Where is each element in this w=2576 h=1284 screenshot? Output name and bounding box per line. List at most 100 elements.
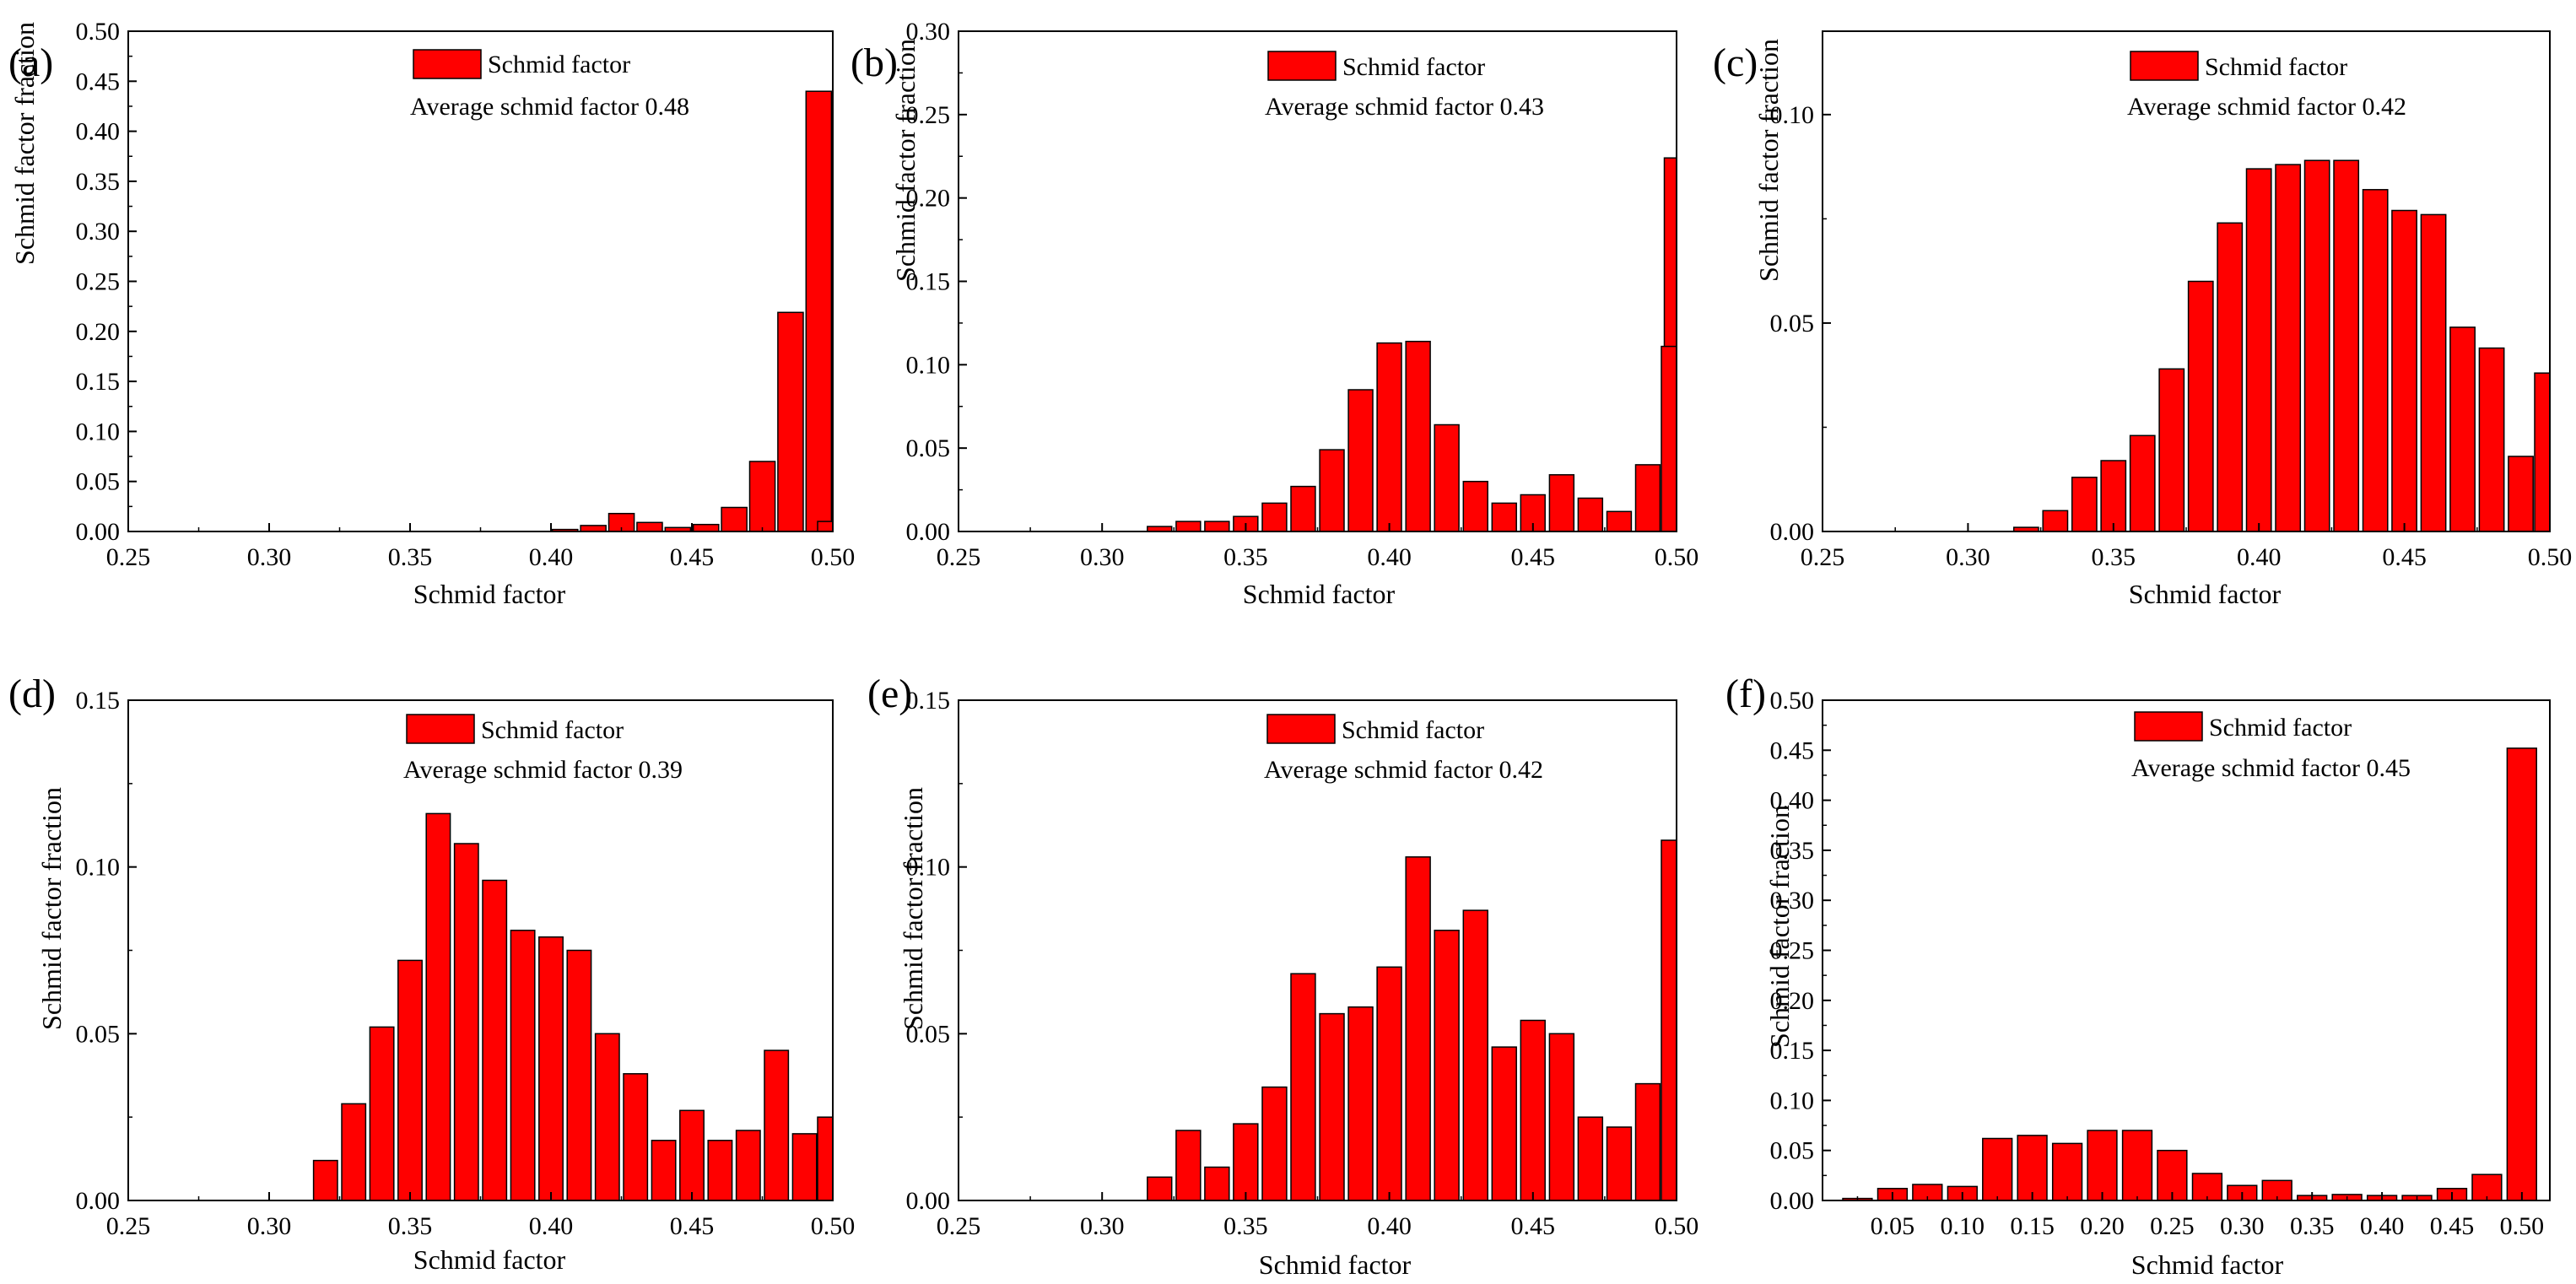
y-tick-label: 0.20	[1770, 987, 1815, 1015]
histogram-bar	[1319, 449, 1345, 532]
legend-swatch	[1266, 714, 1336, 744]
y-tick-label: 0.25	[76, 268, 121, 296]
y-tick-label: 0.05	[1770, 1137, 1815, 1165]
histogram-bar	[2333, 159, 2360, 532]
x-tick-label: 0.35	[388, 543, 433, 571]
panel-label: (f)	[1725, 672, 1766, 716]
x-tick-label: 0.35	[388, 1212, 433, 1240]
x-tick-label: 0.35	[1223, 543, 1268, 571]
axis-ticks: 0.05 0.10 0.15 0.20 0.25 0.30 0.35 0.40 0.45 0.50…	[1770, 687, 2545, 1240]
average-annotation: Average schmid factor 0.48	[410, 93, 689, 121]
y-tick-label: 0.05	[1770, 310, 1815, 337]
y-tick-label: 0.00	[906, 518, 951, 546]
average-annotation: Average schmid factor 0.42	[1264, 756, 1543, 784]
x-tick-label: 0.45	[1511, 543, 1556, 571]
histogram-bar	[2071, 477, 2098, 532]
y-tick-label: 0.00	[76, 1187, 121, 1215]
x-tick-label: 0.25	[106, 543, 151, 571]
histogram-bar	[748, 461, 776, 532]
axis-ticks: 0.25 0.30 0.35 0.40 0.45 0.50 0.00 0.05 0.10	[1770, 101, 2573, 571]
histogram-bar	[1982, 1137, 2013, 1201]
histogram-bar	[2191, 1173, 2223, 1201]
x-axis-label: Schmid factor	[2129, 579, 2282, 609]
y-tick-label: 0.30	[76, 218, 121, 245]
legend-label: Schmid factor	[481, 716, 624, 744]
histogram-bar	[1319, 1012, 1345, 1201]
average-annotation: Average schmid factor 0.39	[403, 756, 683, 784]
histogram-bar	[735, 1130, 761, 1201]
histogram-bar	[1376, 966, 1402, 1201]
x-tick-label: 0.45	[1511, 1212, 1556, 1240]
panel-label: (a)	[8, 40, 53, 85]
histogram-bar	[1376, 342, 1402, 532]
histogram-bar	[1577, 1116, 1604, 1201]
histogram-bar	[580, 525, 607, 532]
histogram-bar	[2158, 368, 2185, 532]
axis-ticks: 0.25 0.30 0.35 0.40 0.45 0.50 0.00 0.05 0.10 0.15	[906, 687, 1699, 1240]
bar-series	[1147, 839, 1677, 1201]
x-tick-label: 0.35	[2092, 543, 2136, 571]
chart-panel-c: (c) Schmid factor fraction Schmid factor…	[1713, 30, 2573, 609]
histogram-bar	[2042, 510, 2069, 532]
histogram-bar	[2391, 209, 2417, 532]
x-tick-label: 0.40	[1367, 1212, 1412, 1240]
histogram-bar	[1204, 521, 1230, 532]
histogram-bar	[1491, 1046, 1517, 1201]
histogram-bar	[817, 521, 834, 532]
x-tick-label: 0.30	[1080, 543, 1125, 571]
x-tick-label: 0.25	[106, 1212, 151, 1240]
histogram-bar	[1606, 1126, 1633, 1201]
y-tick-label: 0.10	[906, 854, 951, 882]
legend-label: Schmid factor	[1342, 53, 1485, 81]
histogram-bar	[482, 879, 508, 1201]
y-tick-label: 0.25	[906, 101, 951, 129]
histogram-bar	[1175, 1130, 1202, 1201]
histogram-bar	[1434, 930, 1460, 1201]
x-tick-label: 0.50	[811, 543, 856, 571]
histogram-bar	[1290, 485, 1316, 532]
histogram-bar	[1577, 497, 1604, 532]
histogram-bar	[1290, 973, 1316, 1201]
histogram-bar	[1405, 340, 1431, 532]
chart-panel-a: (a) Schmid factor fraction Schmid factor…	[8, 18, 855, 609]
x-tick-label: 0.25	[2150, 1212, 2195, 1240]
legend-swatch	[1267, 51, 1337, 81]
legend-label: Schmid factor	[1342, 716, 1484, 744]
x-tick-label: 0.45	[2430, 1212, 2475, 1240]
y-tick-label: 0.05	[906, 1020, 951, 1048]
x-tick-label: 0.50	[811, 1212, 856, 1240]
histogram-bar	[791, 1133, 818, 1201]
chart-panel-e: (e) Schmid factor fraction Schmid factor…	[867, 672, 1698, 1280]
x-tick-label: 0.40	[1367, 543, 1412, 571]
panel-label: (c)	[1713, 40, 1758, 85]
y-axis-label: Schmid factor fraction	[1764, 805, 1795, 1048]
bar-series	[1842, 747, 2537, 1201]
y-tick-label: 0.50	[1770, 687, 1815, 715]
histogram-bar	[2129, 434, 2156, 532]
histogram-bar	[1462, 480, 1488, 532]
x-axis-label: Schmid factor	[413, 1244, 566, 1275]
histogram-bar	[2303, 159, 2330, 532]
histogram-bar	[679, 1109, 705, 1201]
histogram-bar	[1347, 1006, 1374, 1201]
histogram-bar	[2275, 164, 2302, 532]
y-axis-label: Schmid factor fraction	[890, 39, 921, 282]
histogram-bar	[2100, 460, 2127, 532]
average-annotation: Average schmid factor 0.42	[2127, 93, 2406, 121]
histogram-bar	[1634, 1082, 1661, 1201]
x-tick-label: 0.40	[529, 1212, 574, 1240]
legend-swatch	[2134, 711, 2203, 742]
x-tick-label: 0.50	[1655, 1212, 1699, 1240]
histogram-bar	[1261, 502, 1288, 532]
y-tick-label: 0.05	[906, 434, 951, 462]
y-tick-label: 0.15	[76, 368, 121, 396]
y-tick-label: 0.10	[1770, 1087, 1815, 1114]
y-tick-label: 0.35	[1770, 837, 1815, 865]
y-tick-label: 0.15	[76, 687, 121, 715]
x-tick-label: 0.40	[2237, 543, 2282, 571]
histogram-bar	[341, 1103, 367, 1201]
x-tick-label: 0.45	[2382, 543, 2427, 571]
y-tick-label: 0.35	[76, 168, 121, 196]
x-tick-label: 0.45	[670, 543, 715, 571]
y-tick-label: 0.40	[1770, 787, 1815, 815]
